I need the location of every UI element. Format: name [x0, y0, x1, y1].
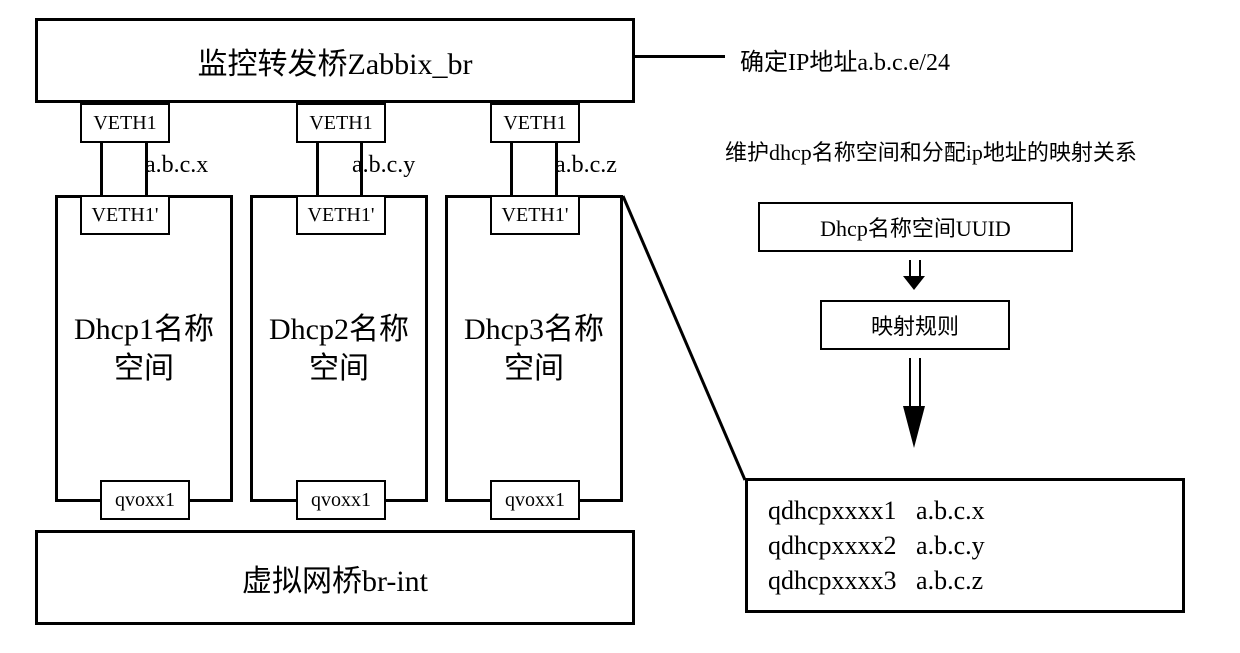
- veth-link-1a: [100, 143, 103, 195]
- qvo-2: qvoxx1: [296, 480, 386, 520]
- veth1-top-2-label: VETH1: [309, 112, 372, 135]
- namespace-1-label: Dhcp1名称空间: [58, 310, 230, 388]
- callout-line: [623, 196, 745, 480]
- veth-link-2b: [360, 143, 363, 195]
- qvo-3: qvoxx1: [490, 480, 580, 520]
- veth1p-1-label: VETH1': [92, 204, 159, 227]
- veth1p-2-label: VETH1': [308, 204, 375, 227]
- veth1p-1: VETH1': [80, 195, 170, 235]
- rule-box-label: 映射规则: [871, 309, 959, 341]
- bridge-top: 监控转发桥Zabbix_br: [35, 18, 635, 103]
- mapping-row-1-ip: a.b.c.x: [916, 496, 985, 525]
- mapping-row-2-ip: a.b.c.y: [916, 531, 985, 560]
- veth1p-3: VETH1': [490, 195, 580, 235]
- namespace-3: Dhcp3名称空间: [445, 195, 623, 502]
- mapping-row-3-name: qdhcpxxxx3: [768, 566, 897, 595]
- ip-label-1: a.b.c.x: [145, 152, 208, 179]
- bridge-bottom-label: 虚拟网桥br-int: [242, 556, 428, 600]
- rule-box: 映射规则: [820, 300, 1010, 350]
- veth-link-2a: [316, 143, 319, 195]
- bridge-bottom: 虚拟网桥br-int: [35, 530, 635, 625]
- veth1-top-3-label: VETH1: [503, 112, 566, 135]
- veth-link-3a: [510, 143, 513, 195]
- namespace-2-label: Dhcp2名称空间: [253, 310, 425, 388]
- namespace-3-label: Dhcp3名称空间: [448, 310, 620, 388]
- veth1-top-1-label: VETH1: [93, 112, 156, 135]
- qvo-1-label: qvoxx1: [115, 489, 175, 512]
- qvo-1: qvoxx1: [100, 480, 190, 520]
- mapping-row-2: qdhcpxxxx2 a.b.c.y: [768, 528, 1162, 563]
- mapping-row-2-name: qdhcpxxxx2: [768, 531, 897, 560]
- veth-link-1b: [145, 143, 148, 195]
- veth-link-3b: [555, 143, 558, 195]
- veth1-top-2: VETH1: [296, 103, 386, 143]
- mapping-row-1-name: qdhcpxxxx1: [768, 496, 897, 525]
- veth1-top-1: VETH1: [80, 103, 170, 143]
- veth1-top-3: VETH1: [490, 103, 580, 143]
- annotation-mapping: 维护dhcp名称空间和分配ip地址的映射关系: [725, 138, 1145, 168]
- mapping-row-1: qdhcpxxxx1 a.b.c.x: [768, 493, 1162, 528]
- namespace-2: Dhcp2名称空间: [250, 195, 428, 502]
- mapping-row-3: qdhcpxxxx3 a.b.c.z: [768, 563, 1162, 598]
- connector-bridge-annotation: [635, 55, 725, 58]
- mapping-row-3-ip: a.b.c.z: [916, 566, 983, 595]
- namespace-1: Dhcp1名称空间: [55, 195, 233, 502]
- veth1p-2: VETH1': [296, 195, 386, 235]
- bridge-top-label: 监控转发桥Zabbix_br: [198, 39, 473, 83]
- uuid-box: Dhcp名称空间UUID: [758, 202, 1073, 252]
- mapping-table: qdhcpxxxx1 a.b.c.x qdhcpxxxx2 a.b.c.y qd…: [745, 478, 1185, 613]
- qvo-2-label: qvoxx1: [311, 489, 371, 512]
- uuid-box-label: Dhcp名称空间UUID: [820, 211, 1011, 243]
- ip-label-3: a.b.c.z: [555, 152, 617, 179]
- veth1p-3-label: VETH1': [502, 204, 569, 227]
- annotation-ip: 确定IP地址a.b.c.e/24: [740, 42, 950, 77]
- qvo-3-label: qvoxx1: [505, 489, 565, 512]
